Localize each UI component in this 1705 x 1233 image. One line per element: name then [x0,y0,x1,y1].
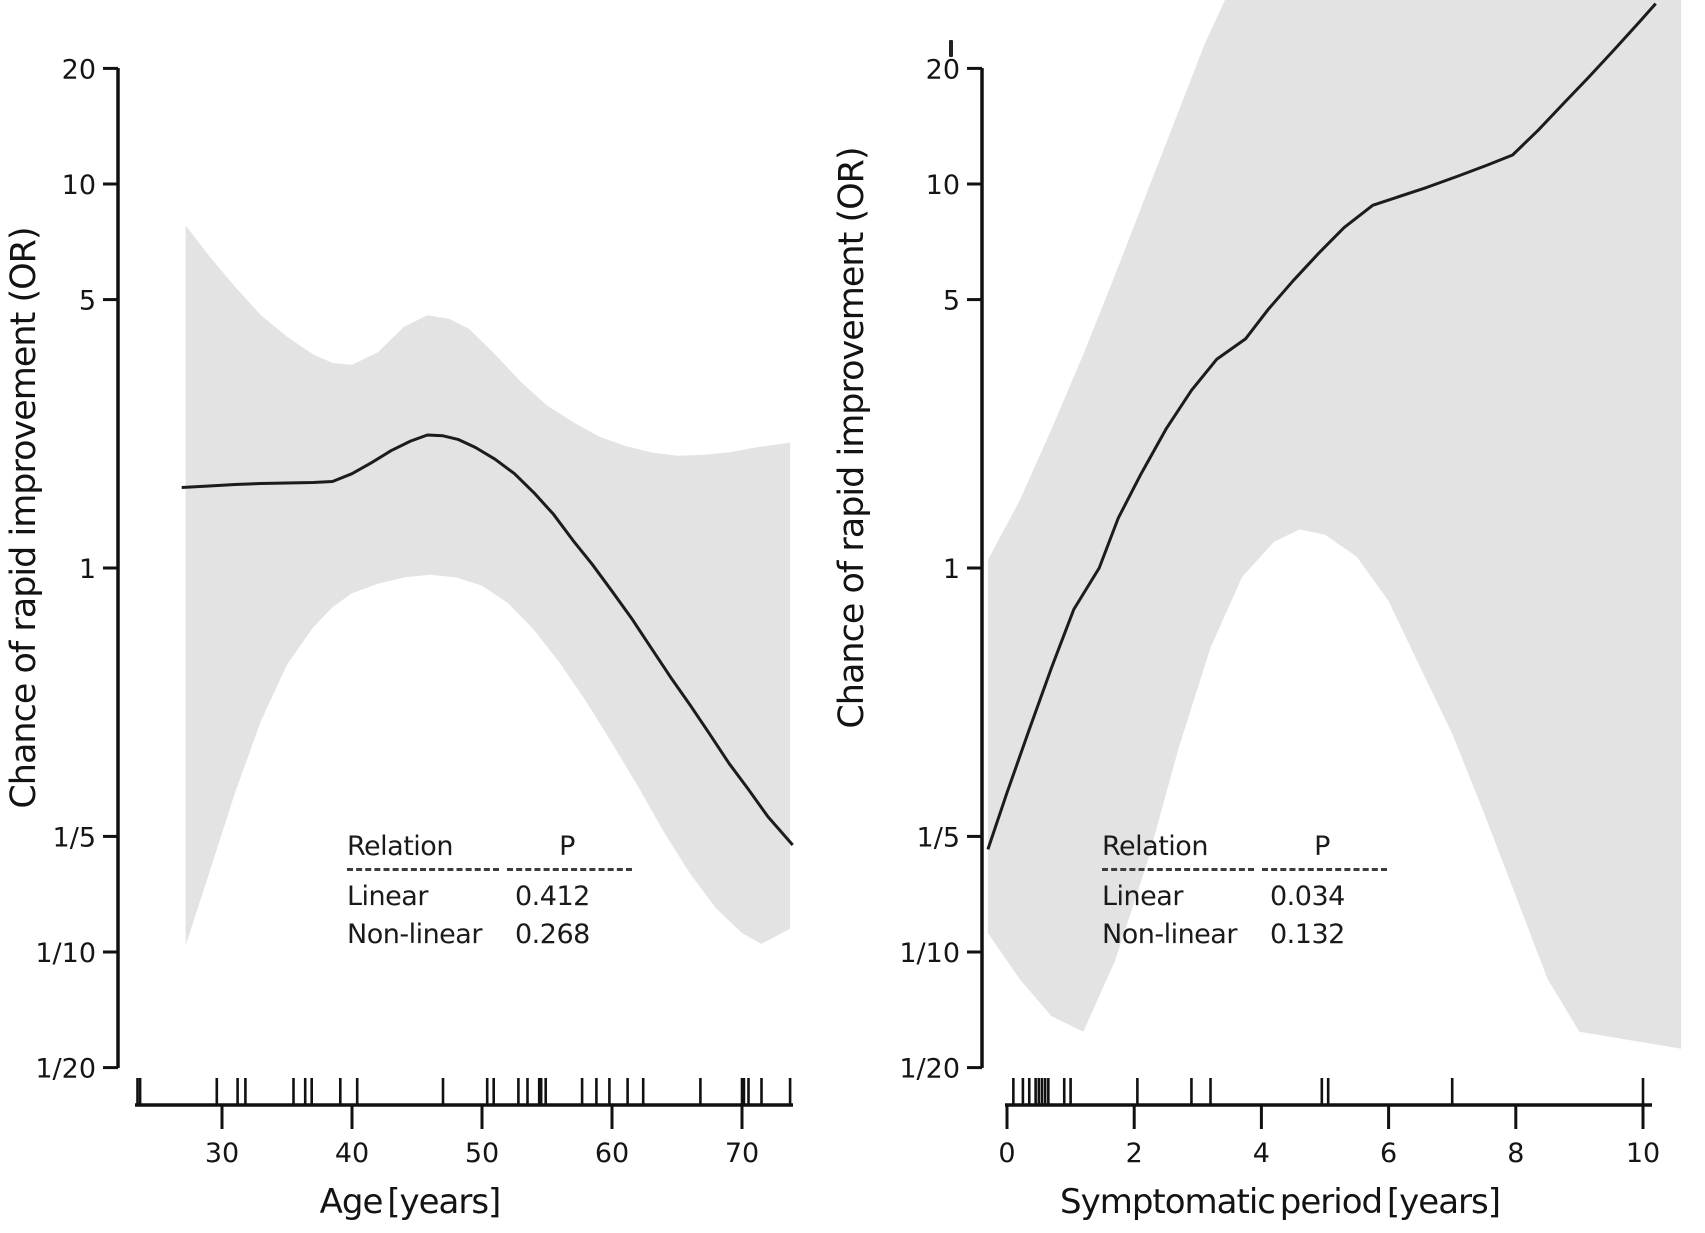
stats-label-nonlinear: Non-linear [347,919,482,950]
x-tick-label: 6 [1380,1138,1397,1169]
x-tick-label: 30 [205,1138,239,1169]
y-tick-label: 5 [79,286,96,317]
y-axis-title-left: Chance of rapid improvement (OR) [4,227,44,809]
stats-value-nonlinear: 0.268 [515,919,590,950]
stats-separator [1102,868,1392,876]
x-axis: 0 2 4 6 8 10 [998,1103,1660,1169]
y-tick-label: 20 [62,54,96,85]
x-tick-label: 0 [998,1138,1015,1169]
stats-separator [347,868,637,876]
stats-label-linear: Linear [347,881,428,912]
stats-header-p: P [1314,831,1330,862]
stats-row-linear: Linear 0.412 [347,878,637,916]
stats-table-left: Relation P Linear 0.412 Non-linear 0.268 [347,830,637,954]
stats-label-nonlinear: Non-linear [1102,919,1237,950]
stats-row-linear: Linear 0.034 [1102,878,1392,916]
x-tick-label: 8 [1507,1138,1524,1169]
stats-header-row: Relation P [1102,830,1392,864]
y-tick-label: 1 [79,554,96,585]
fit-curve [986,2,1657,850]
rug-plot [136,1078,792,1104]
stats-row-nonlinear: Non-linear 0.132 [1102,916,1392,954]
y-tick-label: 10 [926,170,960,201]
y-axis: 20 10 5 1 1/5 1/10 1/20 [35,54,120,1085]
y-tick-label: 1/5 [917,822,960,853]
x-tick-label: 4 [1253,1138,1270,1169]
stats-label-linear: Linear [1102,881,1183,912]
x-tick-label: 2 [1126,1138,1143,1169]
x-tick-label: 50 [465,1138,499,1169]
y-tick-label: 1/10 [35,938,96,969]
y-axis: 20 10 5 1 1/5 1/10 1/20 [899,54,984,1085]
y-tick-label: 1/5 [53,822,96,853]
confidence-band [185,225,791,946]
panel-right: 20 10 5 1 1/5 1/10 1/20 0 2 4 6 8 10 [899,0,1682,1169]
x-tick-label: 60 [595,1138,629,1169]
confidence-band [987,0,1682,1049]
stats-value-linear: 0.034 [1270,881,1345,912]
x-tick-label: 40 [335,1138,369,1169]
y-tick-label: 5 [943,286,960,317]
y-tick-label: 1 [943,554,960,585]
stats-value-nonlinear: 0.132 [1270,919,1345,950]
y-tick-label: 20 [926,54,960,85]
x-tick-label: 10 [1626,1138,1660,1169]
stats-row-nonlinear: Non-linear 0.268 [347,916,637,954]
stray-mark [949,40,953,57]
y-tick-label: 10 [62,170,96,201]
panel-left: 20 10 5 1 1/5 1/10 1/20 30 40 50 60 70 [35,54,794,1169]
x-tick-label: 70 [725,1138,759,1169]
stats-header-row: Relation P [347,830,637,864]
x-axis: 30 40 50 60 70 [135,1103,793,1169]
x-axis-title-right: Symptomatic period [years] [1060,1182,1501,1222]
stats-header-relation: Relation [347,831,453,862]
fit-curve [181,433,794,846]
x-axis-title-left: Age [years] [319,1182,502,1222]
y-axis-title-right: Chance of rapid improvement (OR) [832,147,872,729]
y-tick-label: 1/20 [35,1054,96,1085]
stats-value-linear: 0.412 [515,881,590,912]
stats-header-p: P [559,831,575,862]
stats-header-relation: Relation [1102,831,1208,862]
y-tick-label: 1/20 [899,1054,960,1085]
rug-plot [1012,1078,1645,1104]
y-tick-label: 1/10 [899,938,960,969]
stats-table-right: Relation P Linear 0.034 Non-linear 0.132 [1102,830,1392,954]
